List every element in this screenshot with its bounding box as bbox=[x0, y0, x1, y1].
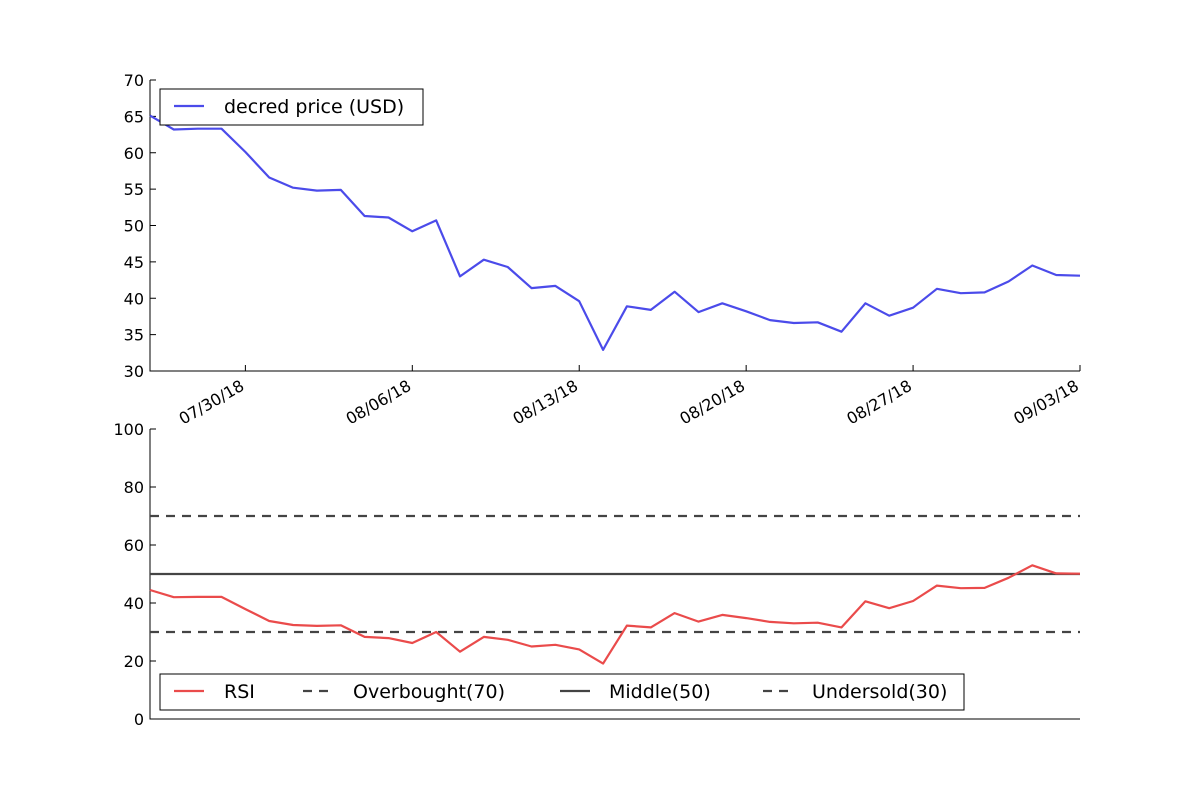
middle-legend-label: Middle(50) bbox=[609, 681, 711, 703]
price-x-tick-label: 07/30/18 bbox=[176, 376, 248, 428]
price-legend: decred price (USD) bbox=[159, 88, 424, 126]
price-y-tick-label: 40 bbox=[124, 289, 144, 308]
price-y-tick-label: 70 bbox=[124, 71, 144, 90]
price-y-tick-label: 65 bbox=[124, 107, 144, 126]
price-x-tick-label: 08/13/18 bbox=[509, 376, 581, 428]
price-y-tick-label: 50 bbox=[124, 217, 144, 236]
rsi-y-ticks: 0 20 40 60 80 100 bbox=[113, 420, 156, 729]
price-x-tick-label: 09/03/18 bbox=[1010, 376, 1082, 428]
rsi-series-line bbox=[149, 564, 1081, 665]
rsi-y-tick-label: 80 bbox=[124, 478, 144, 497]
price-x-ticks: 07/30/18 08/06/18 08/13/18 08/20/18 08/27/18… bbox=[176, 365, 1082, 428]
rsi-legend-label: RSI bbox=[224, 681, 255, 703]
rsi-legend: RSI Overbought(70) Middle(50) Undersold(… bbox=[159, 673, 965, 711]
rsi-y-tick-label: 20 bbox=[124, 652, 144, 671]
price-series-line bbox=[149, 114, 1081, 351]
price-y-ticks: 30 35 40 45 50 55 60 65 70 bbox=[124, 71, 156, 381]
price-x-tick-label: 08/20/18 bbox=[676, 376, 748, 428]
price-y-tick-label: 45 bbox=[124, 253, 144, 272]
undersold-legend-label: Undersold(30) bbox=[812, 681, 947, 703]
rsi-y-tick-label: 60 bbox=[124, 536, 144, 555]
price-legend-label: decred price (USD) bbox=[224, 96, 404, 118]
rsi-y-tick-label: 100 bbox=[113, 420, 144, 439]
price-y-tick-label: 60 bbox=[124, 144, 144, 163]
price-y-tick-label: 35 bbox=[124, 326, 144, 345]
rsi-y-tick-label: 40 bbox=[124, 594, 144, 613]
overbought-legend-label: Overbought(70) bbox=[353, 681, 505, 703]
rsi-panel: 0 20 40 60 80 100 RSI Overbought(70) Middle(5… bbox=[113, 420, 1081, 729]
price-y-tick-label: 55 bbox=[124, 180, 144, 199]
price-panel: 30 35 40 45 50 55 60 65 70 07/30/18 08/06/18 08/13… bbox=[124, 71, 1082, 428]
rsi-y-tick-label: 0 bbox=[134, 710, 144, 729]
price-x-tick-label: 08/06/18 bbox=[343, 376, 415, 428]
price-y-tick-label: 30 bbox=[124, 362, 144, 381]
price-x-tick-label: 08/27/18 bbox=[843, 376, 915, 428]
